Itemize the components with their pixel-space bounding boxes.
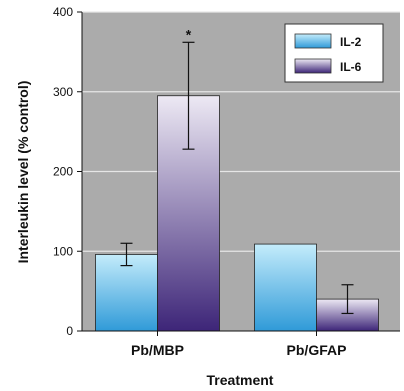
y-tick-label: 100 (53, 244, 73, 258)
error-bars (120, 41, 354, 315)
legend-swatch-il-2 (294, 33, 332, 49)
legend-label-il-6: IL-6 (340, 60, 362, 74)
y-tick-label: 300 (53, 85, 73, 99)
significance-marker: * (186, 26, 192, 42)
error-bar-pb-gfap-il-6 (341, 284, 354, 315)
error-bar-pb-mbp-il-6 (182, 41, 195, 150)
x-tick-label-pb-gfap: Pb/GFAP (287, 342, 347, 358)
legend-label-il-2: IL-2 (340, 35, 362, 49)
y-tick-label: 0 (66, 324, 73, 338)
error-bar-pb-mbp-il-2 (120, 242, 133, 267)
y-tick-label: 200 (53, 165, 73, 179)
y-axis-title: Interleukin level (% control) (15, 81, 31, 264)
legend-swatch-il-6 (294, 58, 332, 74)
x-tick-label-pb-mbp: Pb/MBP (131, 342, 184, 358)
bar-pb-gfap-il-2 (254, 243, 317, 332)
x-axis-title: Treatment (207, 372, 274, 388)
y-tick-label: 400 (53, 5, 73, 19)
category-labels: Pb/MBP Pb/GFAP (131, 342, 346, 358)
legend: IL-2 IL-6 (284, 23, 384, 83)
annotations: * (186, 26, 192, 42)
axes (77, 11, 400, 336)
y-tick-labels: 0 100 200 300 400 (53, 5, 73, 338)
gridlines (82, 11, 400, 252)
